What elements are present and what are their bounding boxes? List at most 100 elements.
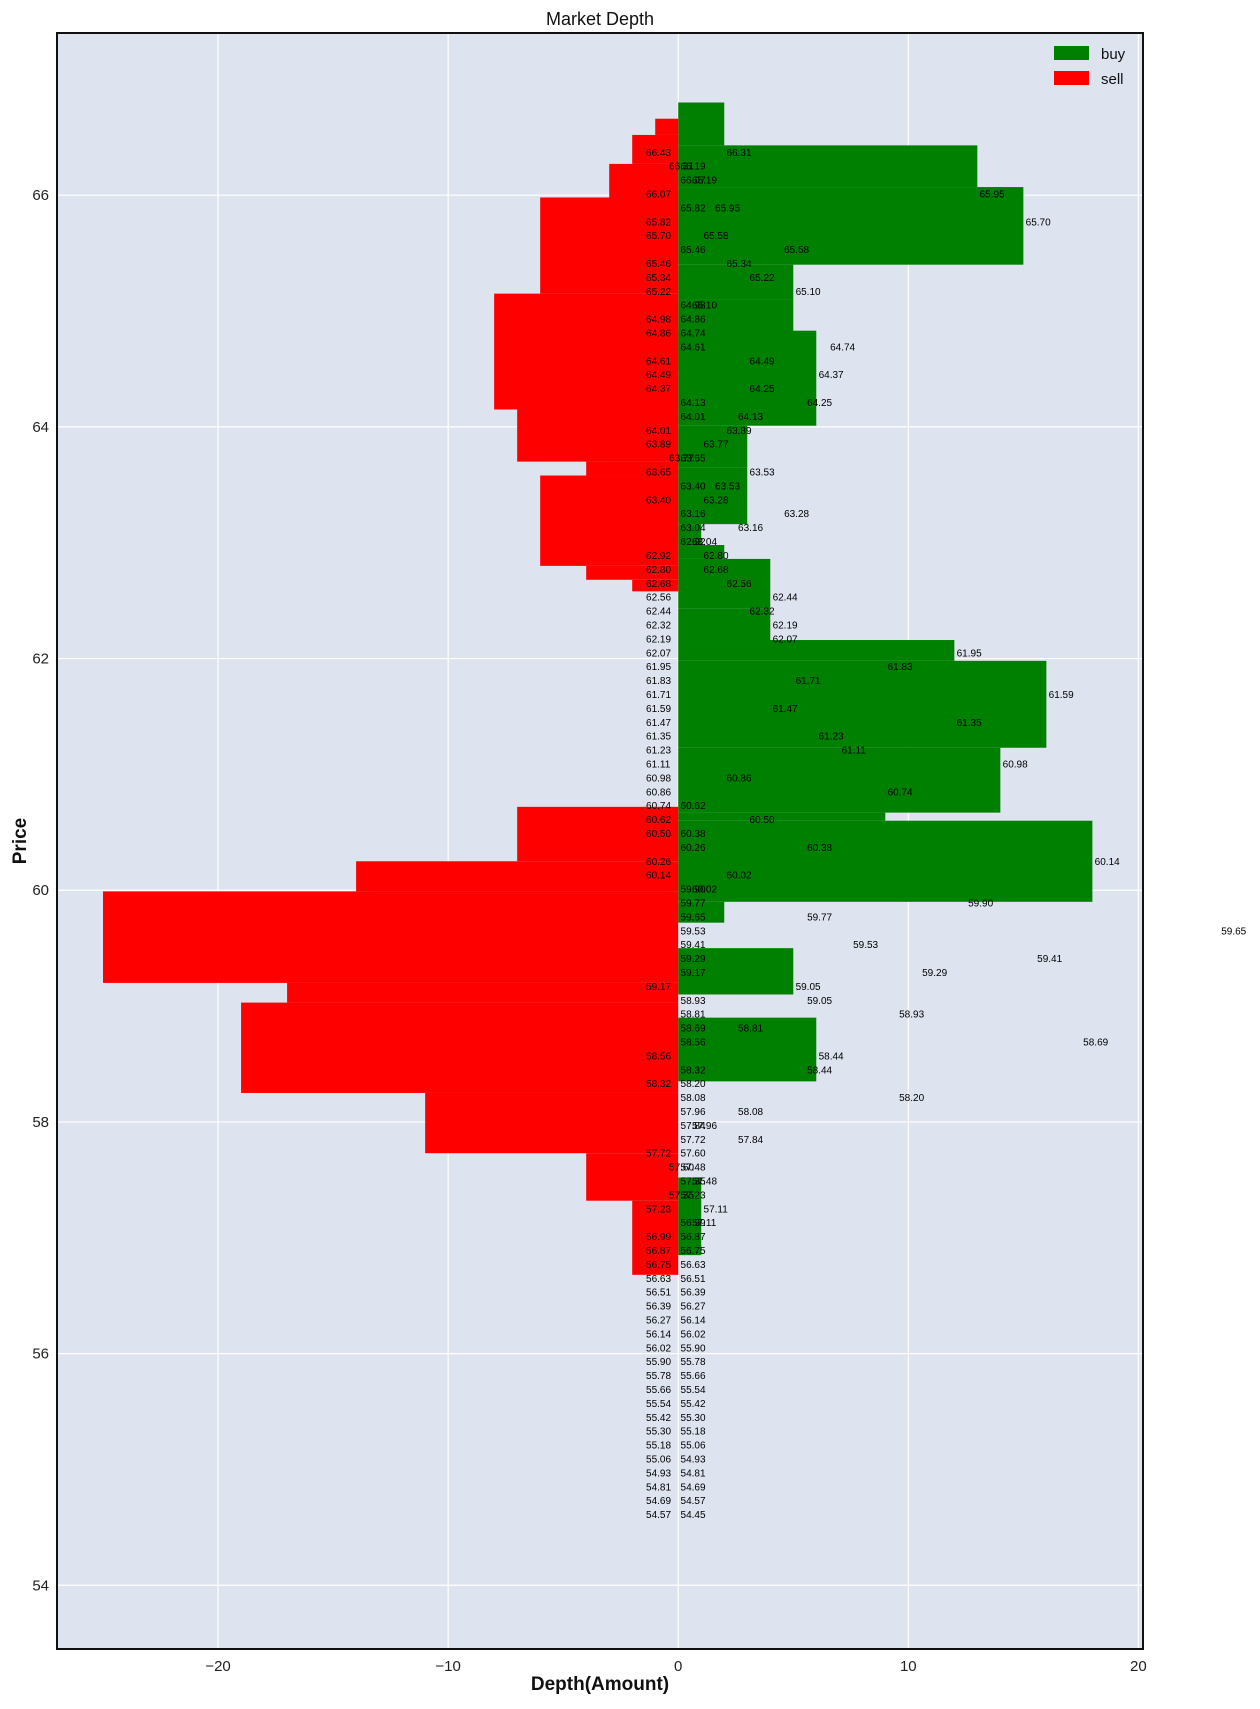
price-annotation: 54.93	[681, 1455, 706, 1466]
price-annotation: 64.74	[830, 342, 855, 353]
price-annotation: 59.29	[922, 968, 947, 979]
price-annotation: 54.93	[646, 1468, 671, 1479]
buy-bar	[678, 812, 886, 821]
price-annotation: 63.89	[727, 426, 752, 437]
buy-bar	[678, 187, 1024, 265]
buy-bar	[678, 145, 978, 188]
price-annotation: 55.66	[646, 1385, 671, 1396]
sell-bar	[655, 118, 679, 135]
price-annotation: 64.13	[738, 412, 763, 423]
price-annotation: 56.51	[681, 1274, 706, 1285]
price-annotation: 66.43	[646, 148, 671, 159]
price-annotation: 56.99	[646, 1232, 671, 1243]
price-annotation: 64.01	[681, 412, 706, 423]
price-annotation: 56.87	[646, 1246, 671, 1257]
price-annotation: 65.70	[1026, 217, 1051, 228]
price-annotation: 56.02	[646, 1343, 671, 1354]
price-annotation: 55.54	[646, 1399, 671, 1410]
price-annotation: 59.90	[681, 885, 706, 896]
price-annotation: 65.10	[692, 301, 717, 312]
price-annotation: 59.77	[807, 912, 832, 923]
price-annotation: 60.26	[646, 857, 671, 868]
price-annotation: 54.69	[681, 1482, 706, 1493]
price-annotation: 62.92	[681, 537, 706, 548]
price-annotation: 64.61	[681, 342, 706, 353]
price-annotation: 66.07	[646, 190, 671, 201]
x-tick-label: 20	[1130, 1658, 1147, 1675]
price-annotation: 63.65	[681, 454, 706, 465]
price-annotation: 58.32	[646, 1079, 671, 1090]
price-annotation: 65.58	[784, 245, 809, 256]
price-annotation: 56.39	[681, 1288, 706, 1299]
price-annotation: 60.98	[1003, 759, 1028, 770]
price-annotation: 59.77	[681, 898, 706, 909]
price-annotation: 62.56	[727, 579, 752, 590]
price-annotation: 65.22	[646, 287, 671, 298]
y-tick-label: 58	[32, 1114, 49, 1131]
price-annotation: 59.90	[968, 898, 993, 909]
plot-frame	[56, 32, 1144, 1650]
price-annotation: 57.48	[681, 1163, 706, 1174]
price-annotation: 64.37	[819, 370, 844, 381]
price-annotation: 61.59	[646, 704, 671, 715]
price-annotation: 65.10	[796, 287, 821, 298]
price-annotation: 62.68	[646, 579, 671, 590]
buy-bar	[678, 425, 748, 468]
price-annotation: 61.23	[646, 746, 671, 757]
price-annotation: 64.25	[807, 398, 832, 409]
price-annotation: 61.23	[819, 732, 844, 743]
buy-bar	[678, 545, 725, 559]
price-annotation: 55.66	[681, 1371, 706, 1382]
price-annotation: 60.14	[1095, 857, 1120, 868]
price-annotation: 55.06	[681, 1441, 706, 1452]
sell-bar	[632, 1200, 679, 1275]
price-annotation: 64.37	[646, 384, 671, 395]
price-annotation: 62.19	[646, 634, 671, 645]
price-annotation: 64.98	[681, 301, 706, 312]
x-tick-label: −10	[435, 1658, 460, 1675]
sell-bar	[586, 461, 679, 476]
price-annotation: 58.93	[899, 1010, 924, 1021]
price-annotation: 64.98	[646, 315, 671, 326]
price-annotation: 59.05	[796, 982, 821, 993]
price-annotation: 57.60	[681, 1149, 706, 1160]
legend: buy sell	[1054, 46, 1126, 88]
price-annotation: 57.48	[692, 1176, 717, 1187]
price-annotation: 56.27	[681, 1302, 706, 1313]
price-annotation: 63.04	[692, 537, 717, 548]
price-annotation: 62.80	[704, 551, 729, 562]
price-annotation: 59.29	[681, 954, 706, 965]
chart-title: Market Depth	[546, 9, 654, 29]
price-annotation: 54.81	[681, 1468, 706, 1479]
price-annotation: 60.02	[727, 871, 752, 882]
price-annotation: 58.44	[807, 1065, 832, 1076]
sell-bar	[586, 565, 679, 580]
price-annotation: 62.68	[704, 565, 729, 576]
price-annotation: 63.16	[738, 523, 763, 534]
buy-bar	[678, 524, 702, 546]
price-annotation: 64.49	[646, 370, 671, 381]
price-annotation: 64.61	[646, 356, 671, 367]
price-annotation: 64.01	[646, 426, 671, 437]
price-annotation: 59.41	[1037, 954, 1062, 965]
price-annotation: 61.11	[646, 759, 671, 770]
price-annotation: 55.30	[646, 1427, 671, 1438]
sell-bar	[425, 1092, 679, 1154]
price-annotation: 59.17	[646, 982, 671, 993]
price-annotation: 63.53	[715, 481, 740, 492]
price-annotation: 62.80	[646, 565, 671, 576]
price-annotation: 57.84	[738, 1135, 763, 1146]
price-annotation: 60.50	[646, 829, 671, 840]
x-tick-label: −20	[205, 1658, 230, 1675]
price-annotation: 59.53	[853, 940, 878, 951]
price-annotation: 65.82	[646, 217, 671, 228]
price-annotation: 56.39	[646, 1302, 671, 1313]
legend-label-buy: buy	[1101, 46, 1126, 63]
price-annotation: 56.51	[646, 1288, 671, 1299]
price-annotation: 55.18	[646, 1441, 671, 1452]
x-tick-label: 10	[900, 1658, 917, 1675]
price-annotation: 61.71	[796, 676, 821, 687]
price-annotation: 61.47	[773, 704, 798, 715]
price-annotation: 65.46	[646, 259, 671, 270]
